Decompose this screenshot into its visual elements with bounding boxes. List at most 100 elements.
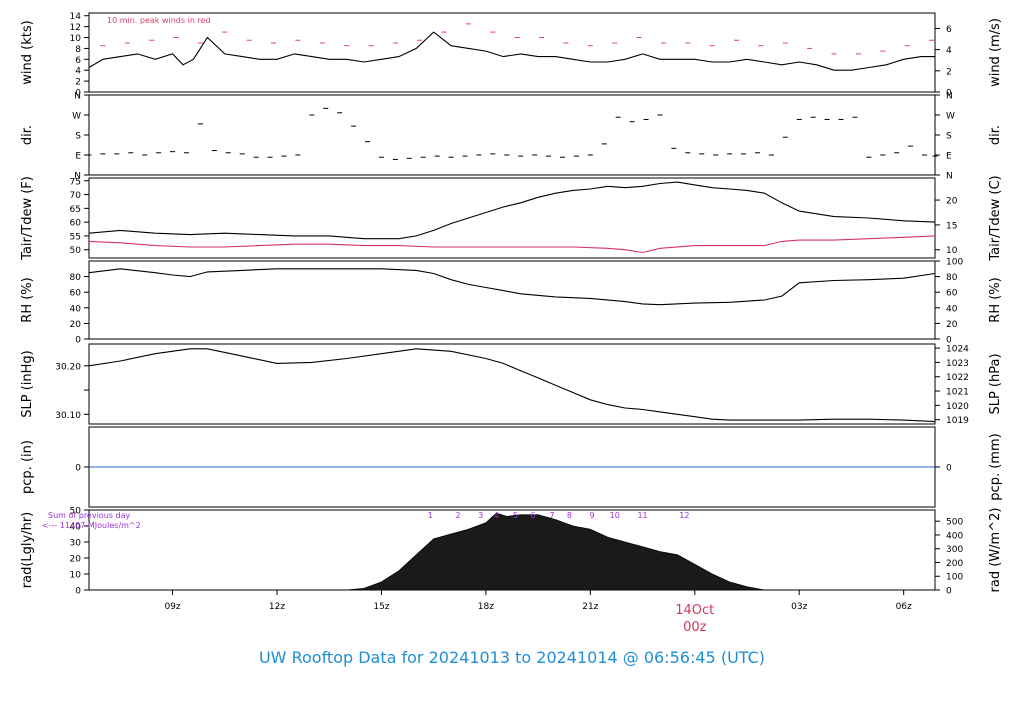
wind-right-tick-label: 6 [946, 25, 952, 35]
rad-hour-label: 12 [679, 511, 689, 520]
rh-left-tick-label: 20 [70, 320, 82, 330]
slp-right-tick-label: 1024 [946, 345, 969, 355]
rh-left-tick-label: 60 [70, 289, 82, 299]
rad-annotation-line-2: <--- 11407 MJoules/m^2 [42, 521, 141, 530]
temp-right-tick-label: 10 [946, 246, 958, 256]
dir-right-tick-label: S [946, 132, 952, 142]
wind-left-tick-label: 14 [70, 12, 82, 22]
wind-ylabel-left: wind (kts) [20, 20, 35, 84]
rad-annotation-line-1: Sum of previous day [48, 511, 130, 520]
temp-left-tick-label: 50 [70, 246, 82, 256]
dir-right-tick-label: E [946, 152, 952, 162]
temp-right-tick-label: 20 [946, 197, 958, 207]
wind-series-speed [88, 31, 935, 71]
x-axis-tick-label: 09z [164, 602, 180, 612]
pcp-panel: 0 0 pcp. (in) pcp. (mm) [20, 426, 1003, 508]
rad-hour-label: 5 [513, 511, 518, 520]
page-title: UW Rooftop Data for 20241013 to 20241014… [258, 648, 766, 667]
dir-ylabel-right: dir. [988, 125, 1003, 145]
temp-left-tick-label: 75 [70, 177, 81, 187]
rad-series-radiation_envelope [346, 512, 765, 591]
x-axis-tick-label: 15z [373, 602, 389, 612]
rad-hour-label: 11 [637, 511, 647, 520]
rad-hour-label: 8 [567, 511, 572, 520]
rh-panel: 0 20 40 60 80 0 20 40 60 80 100 RH (%) RH (%) [20, 258, 1003, 346]
rh-right-tick-label: 100 [946, 258, 963, 268]
wind-left-tick-label: 0 [75, 89, 81, 99]
dir-left-tick-label: W [72, 112, 81, 122]
temp-panel: 50 55 60 65 70 75 10 15 20 Tair/Tdew (F) Tair/Tdew… [20, 175, 1003, 261]
rad-hour-label: 6 [530, 511, 535, 520]
rh-left-tick-label: 0 [75, 336, 81, 346]
rad-left-tick-label: 20 [70, 555, 82, 565]
temp-left-tick-label: 55 [70, 232, 81, 242]
rad-left-tick-label: 10 [70, 571, 82, 581]
wind-left-tick-label: 2 [75, 78, 81, 88]
slp-left-tick-label: 30.20 [55, 362, 81, 372]
rad-right-tick-label: 500 [946, 518, 963, 528]
slp-panel: 30.10 30.20 1019 1020 1021 1022 1023 1024 SLP (i… [20, 343, 1003, 426]
temp-left-tick-label: 65 [70, 205, 81, 215]
x-axis-tick-label: 18z [478, 602, 494, 612]
slp-right-tick-label: 1020 [946, 402, 969, 412]
pcp-left-tick-label: 0 [75, 464, 81, 474]
rad-hour-label: 10 [610, 511, 620, 520]
rh-ylabel-left: RH (%) [20, 277, 35, 322]
rad-hour-label: 7 [549, 511, 554, 520]
rad-hour-label: 1 [428, 511, 433, 520]
dir-left-tick-label: E [75, 152, 81, 162]
dir-right-tick-label: W [946, 112, 955, 122]
temp-series-air_temperature [88, 181, 936, 240]
x-axis-tick-label: 21z [582, 602, 598, 612]
slp-ylabel-left: SLP (inHg) [20, 350, 35, 418]
rh-right-tick-label: 80 [946, 273, 958, 283]
rad-hour-label: 2 [455, 511, 460, 520]
rh-right-tick-label: 40 [946, 304, 958, 314]
pcp-ylabel-left: pcp. (in) [20, 440, 35, 494]
rad-right-tick-label: 300 [946, 545, 963, 555]
wind-ylabel-right: wind (m/s) [988, 18, 1003, 87]
wind-left-tick-label: 8 [75, 45, 81, 55]
rad-left-tick-label: 0 [75, 587, 81, 597]
temp-frame [88, 177, 936, 259]
rad-hour-label: 9 [590, 511, 595, 520]
rh-right-tick-label: 60 [946, 289, 958, 299]
x-axis-tick-label: 03z [791, 602, 807, 612]
temp-series-dewpoint [88, 235, 936, 254]
rad-hour-label: 4 [494, 511, 499, 520]
wind-left-tick-label: 6 [75, 56, 81, 66]
rad-left-tick-label: 50 [70, 507, 82, 517]
slp-right-tick-label: 1022 [946, 373, 969, 383]
dir-left-tick-label: S [75, 132, 81, 142]
temp-left-tick-label: 60 [70, 219, 82, 229]
wind-left-tick-label: 4 [75, 67, 81, 77]
wind-right-tick-label: 2 [946, 67, 952, 77]
rad-right-tick-label: 400 [946, 531, 963, 541]
date-marker-time: 00z [683, 620, 707, 635]
rh-series-relative_humidity [88, 268, 936, 306]
date-marker-label: 14Oct [675, 603, 714, 618]
pcp-right-tick-label: 0 [946, 464, 952, 474]
wind-frame [88, 12, 936, 93]
wind-left-tick-label: 10 [70, 34, 82, 44]
temp-ylabel-left: Tair/Tdew (F) [20, 176, 35, 261]
dir-left-tick-label: N [74, 92, 81, 102]
slp-right-tick-label: 1021 [946, 388, 969, 398]
rad-ylabel-right: rad (W/m^2) [988, 508, 1003, 593]
x-axis-tick-label: 06z [896, 602, 912, 612]
rad-right-tick-label: 100 [946, 573, 963, 583]
slp-left-tick-label: 30.10 [55, 411, 81, 421]
rad-left-tick-label: 40 [70, 523, 82, 533]
slp-ylabel-right: SLP (hPa) [988, 353, 1003, 414]
rh-left-tick-label: 40 [70, 304, 82, 314]
rad-right-tick-label: 0 [946, 587, 952, 597]
rh-left-tick-label: 80 [70, 273, 82, 283]
rad-left-tick-label: 30 [70, 539, 82, 549]
slp-series-pressure [88, 348, 936, 423]
slp-right-tick-label: 1023 [946, 359, 969, 369]
pcp-ylabel-right: pcp. (mm) [988, 433, 1003, 500]
dir-left-tick-label: N [74, 172, 81, 182]
